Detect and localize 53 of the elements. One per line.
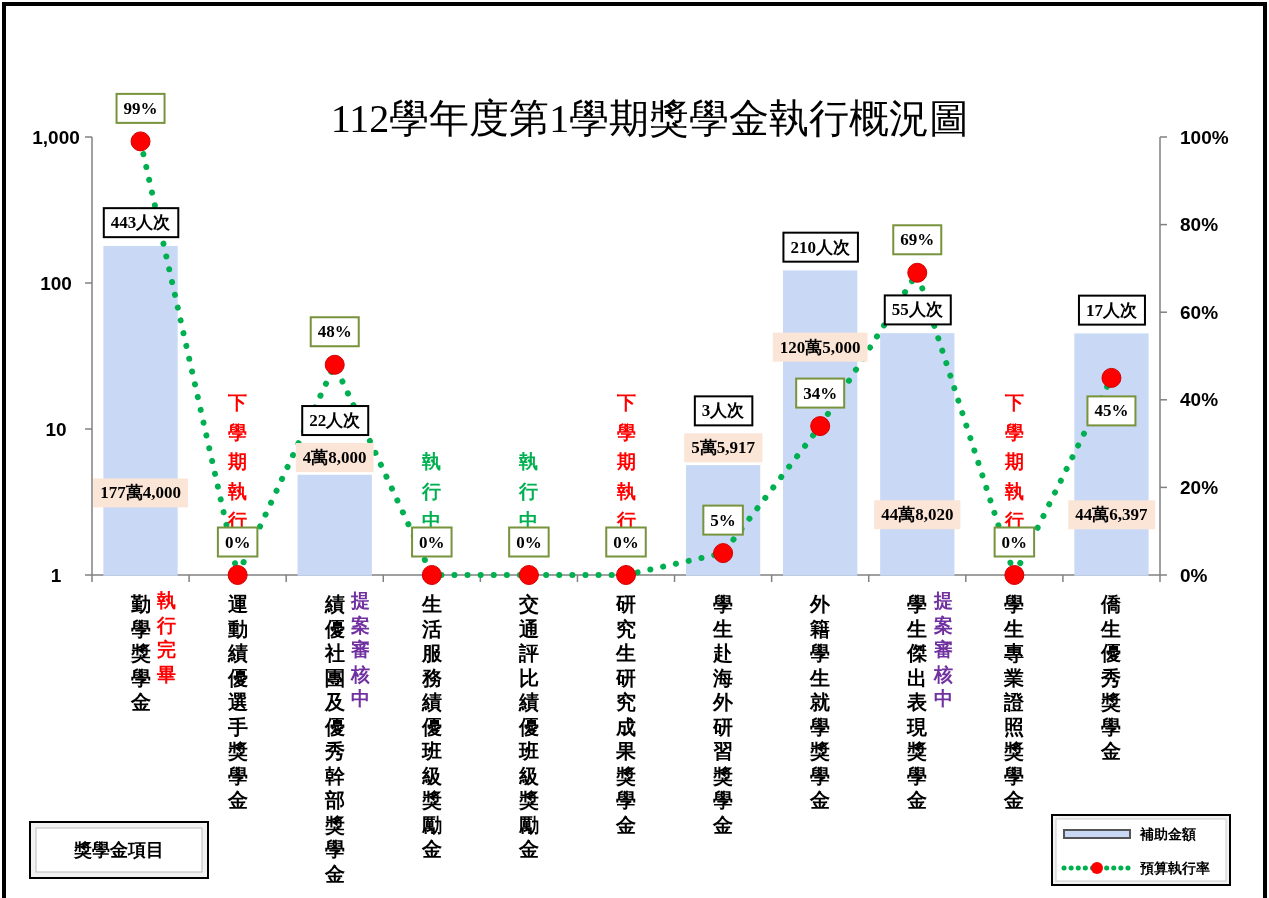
annotation: 4萬8,000	[302, 448, 367, 468]
category-label: 交通評比績優班級獎勵金	[518, 593, 539, 860]
y2-tick-label: 60%	[1180, 301, 1219, 323]
x-tick-label: 僑生優秀獎學金	[1100, 593, 1123, 762]
annotation: 44萬6,397	[1075, 505, 1149, 525]
category-label: 研究生研究成果獎學金	[616, 593, 636, 836]
category-label: 績優社團及優秀幹部獎學金	[324, 593, 345, 885]
data-label: 0%	[224, 532, 251, 552]
category-label: 生活服務績優班級獎勵金	[421, 593, 442, 860]
annotation: 177萬4,000	[100, 483, 181, 503]
data-label: 0%	[613, 532, 639, 552]
y-tick-label: 1,000	[32, 126, 80, 148]
data-label: 0%	[516, 532, 542, 552]
data-label: 0%	[419, 532, 445, 552]
annotation: 17人次	[1085, 300, 1138, 320]
annotation: 22人次	[309, 411, 362, 431]
annotation: 3人次	[701, 401, 746, 421]
text: 提案審核中	[350, 589, 371, 709]
annotation: 5萬5,917	[691, 438, 756, 458]
annotation: 44萬8,020	[881, 505, 954, 525]
data-label: 5%	[710, 510, 736, 530]
category-label: 學生赴海外研習獎學金	[713, 593, 734, 836]
data-label: 0%	[1001, 532, 1028, 552]
data-label: 48%	[317, 322, 352, 342]
text: 提案審核中	[932, 589, 953, 709]
y2-tick-label: 80%	[1180, 214, 1219, 236]
y-tick-label: 1	[50, 564, 62, 586]
x-tick-label: 勤學獎學金	[129, 593, 151, 713]
data-label: 34%	[803, 383, 838, 403]
y2-tick-label: 100%	[1180, 126, 1229, 148]
y2-tick-label: 20%	[1180, 476, 1219, 498]
annotation: 210人次	[790, 237, 851, 257]
y2-tick-label: 40%	[1180, 389, 1219, 411]
legend-label: 補助金額	[1139, 825, 1196, 842]
annotation: 執行中	[421, 450, 442, 531]
text: 執行完畢	[156, 589, 177, 684]
annotation: 執行中	[518, 450, 539, 531]
data-label: 99%	[123, 98, 158, 118]
data-label: 45%	[1094, 401, 1129, 421]
annotation: 120萬5,000	[779, 337, 861, 357]
category-label: 學生傑出表現獎學金	[907, 593, 928, 811]
category-label: 外籍學生就學獎學金	[810, 593, 831, 811]
chart-title: 112學年度第1學期獎學金執行概況圖	[330, 95, 970, 141]
x-axis-title: 獎學金項目	[73, 840, 164, 860]
data-label: 69%	[900, 230, 935, 250]
legend-label: 預算執行率	[1139, 859, 1210, 876]
annotation: 55人次	[891, 300, 944, 320]
y-tick-label: 100	[40, 272, 72, 294]
y-tick-label: 10	[45, 418, 67, 440]
y2-tick-label: 0%	[1180, 564, 1208, 586]
category-label: 運動績優選手獎學金	[227, 593, 248, 811]
category-label: 學生專業證照獎學金	[1004, 593, 1025, 811]
annotation: 443人次	[110, 213, 172, 233]
